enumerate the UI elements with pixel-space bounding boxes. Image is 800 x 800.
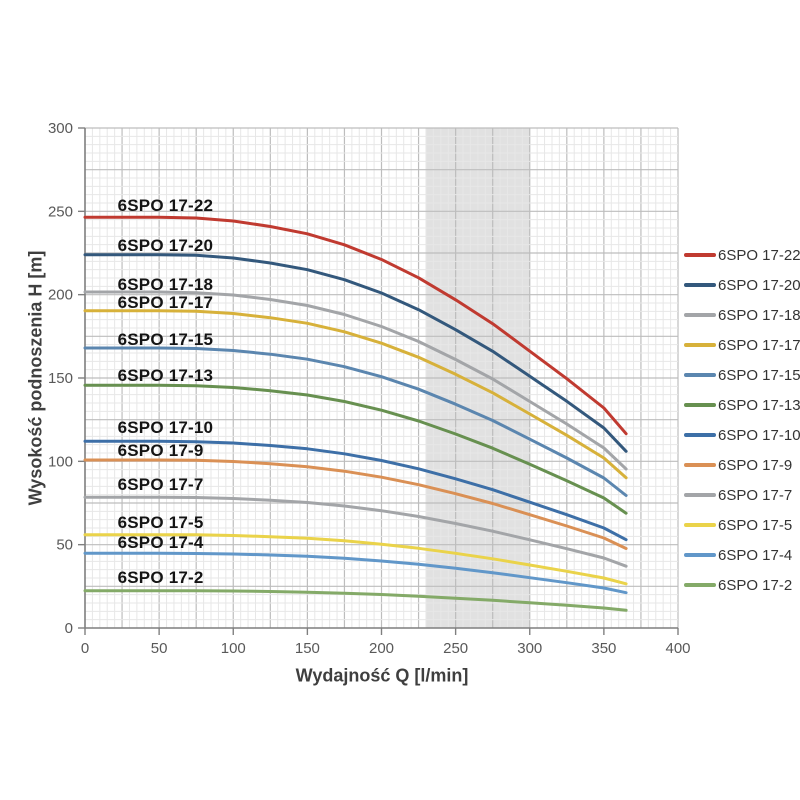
legend-label: 6SPO 17-18	[718, 306, 800, 324]
legend-swatch	[684, 253, 716, 257]
legend-swatch	[684, 583, 716, 587]
y-tick-label: 300	[48, 120, 73, 137]
legend-label: 6SPO 17-17	[718, 336, 800, 354]
pump-curve	[83, 253, 628, 453]
legend-swatch	[684, 493, 716, 497]
legend-label: 6SPO 17-5	[718, 516, 793, 534]
legend-swatch	[684, 283, 716, 287]
x-tick-label: 150	[295, 640, 320, 657]
legend-label: 6SPO 17-13	[718, 396, 800, 414]
y-tick-label: 250	[48, 203, 73, 220]
y-tick-label: 50	[56, 537, 73, 554]
pump-curve	[83, 439, 628, 542]
x-tick-label: 300	[517, 640, 542, 657]
curve-label: 6SPO 17-2	[117, 568, 204, 587]
legend-swatch	[684, 463, 716, 467]
legend-item: 6SPO 17-22	[684, 240, 800, 270]
x-tick-label: 250	[443, 640, 468, 657]
legend-item: 6SPO 17-20	[684, 270, 800, 300]
legend-item: 6SPO 17-18	[684, 300, 800, 330]
curve-label: 6SPO 17-20	[117, 236, 214, 256]
legend-swatch	[684, 433, 716, 437]
pump-curve	[83, 309, 628, 480]
curve-label: 6SPO 17-22	[117, 196, 214, 216]
x-tick-label: 400	[665, 640, 690, 657]
curve-label: 6SPO 17-5	[117, 513, 204, 532]
pump-curve	[83, 495, 628, 568]
x-tick-label: 350	[591, 640, 616, 657]
curve-label: 6SPO 17-17	[117, 293, 214, 312]
legend-swatch	[684, 403, 716, 407]
pump-curve	[83, 215, 628, 436]
pump-curve	[83, 533, 628, 586]
curve-label: 6SPO 17-4	[117, 533, 204, 552]
legend-label: 6SPO 17-10	[718, 426, 800, 444]
legend-label: 6SPO 17-2	[718, 576, 793, 594]
pump-curve	[83, 346, 628, 497]
curve-label: 6SPO 17-18	[117, 274, 214, 294]
x-tick-label: 50	[151, 640, 168, 657]
pump-curve	[83, 458, 628, 550]
y-tick-label: 0	[65, 620, 73, 637]
legend-swatch	[684, 373, 716, 377]
legend-label: 6SPO 17-7	[718, 486, 793, 504]
legend-swatch	[684, 343, 716, 347]
legend: 6SPO 17-22 6SPO 17-20 6SPO 17-18 6SPO 17-17…	[684, 240, 800, 600]
legend-item: 6SPO 17-17	[684, 330, 800, 360]
curve-label: 6SPO 17-7	[117, 474, 204, 494]
legend-item: 6SPO 17-9	[684, 450, 800, 480]
curve-label: 6SPO 17-15	[117, 329, 214, 349]
x-tick-label: 0	[81, 640, 89, 657]
legend-swatch	[684, 313, 716, 317]
curve-label: 6SPO 17-10	[117, 418, 214, 437]
legend-item: 6SPO 17-7	[684, 480, 800, 510]
y-tick-label: 150	[48, 370, 73, 387]
legend-item: 6SPO 17-2	[684, 570, 800, 600]
legend-item: 6SPO 17-4	[684, 540, 800, 570]
x-tick-label: 200	[369, 640, 394, 657]
legend-swatch	[684, 553, 716, 557]
x-axis-title: Wydajność Q [l/min]	[295, 665, 469, 686]
legend-item: 6SPO 17-13	[684, 390, 800, 420]
y-tick-label: 100	[48, 453, 73, 470]
pump-curve	[83, 589, 628, 612]
legend-item: 6SPO 17-15	[684, 360, 800, 390]
pump-curve	[83, 290, 628, 471]
y-tick-label: 200	[48, 287, 73, 304]
x-tick-label: 100	[221, 640, 246, 657]
legend-item: 6SPO 17-10	[684, 420, 800, 450]
legend-label: 6SPO 17-20	[718, 276, 800, 294]
legend-label: 6SPO 17-22	[718, 246, 800, 264]
legend-item: 6SPO 17-5	[684, 510, 800, 540]
curve-label: 6SPO 17-13	[117, 366, 214, 386]
pump-curve	[83, 383, 628, 515]
y-axis-title: Wysokość podnoszenia H [m]	[25, 250, 46, 506]
pump-curve	[83, 551, 628, 595]
legend-label: 6SPO 17-15	[718, 366, 800, 384]
curve-label: 6SPO 17-9	[117, 441, 204, 461]
legend-label: 6SPO 17-9	[718, 456, 793, 474]
legend-swatch	[684, 523, 716, 527]
legend-label: 6SPO 17-4	[718, 546, 793, 564]
